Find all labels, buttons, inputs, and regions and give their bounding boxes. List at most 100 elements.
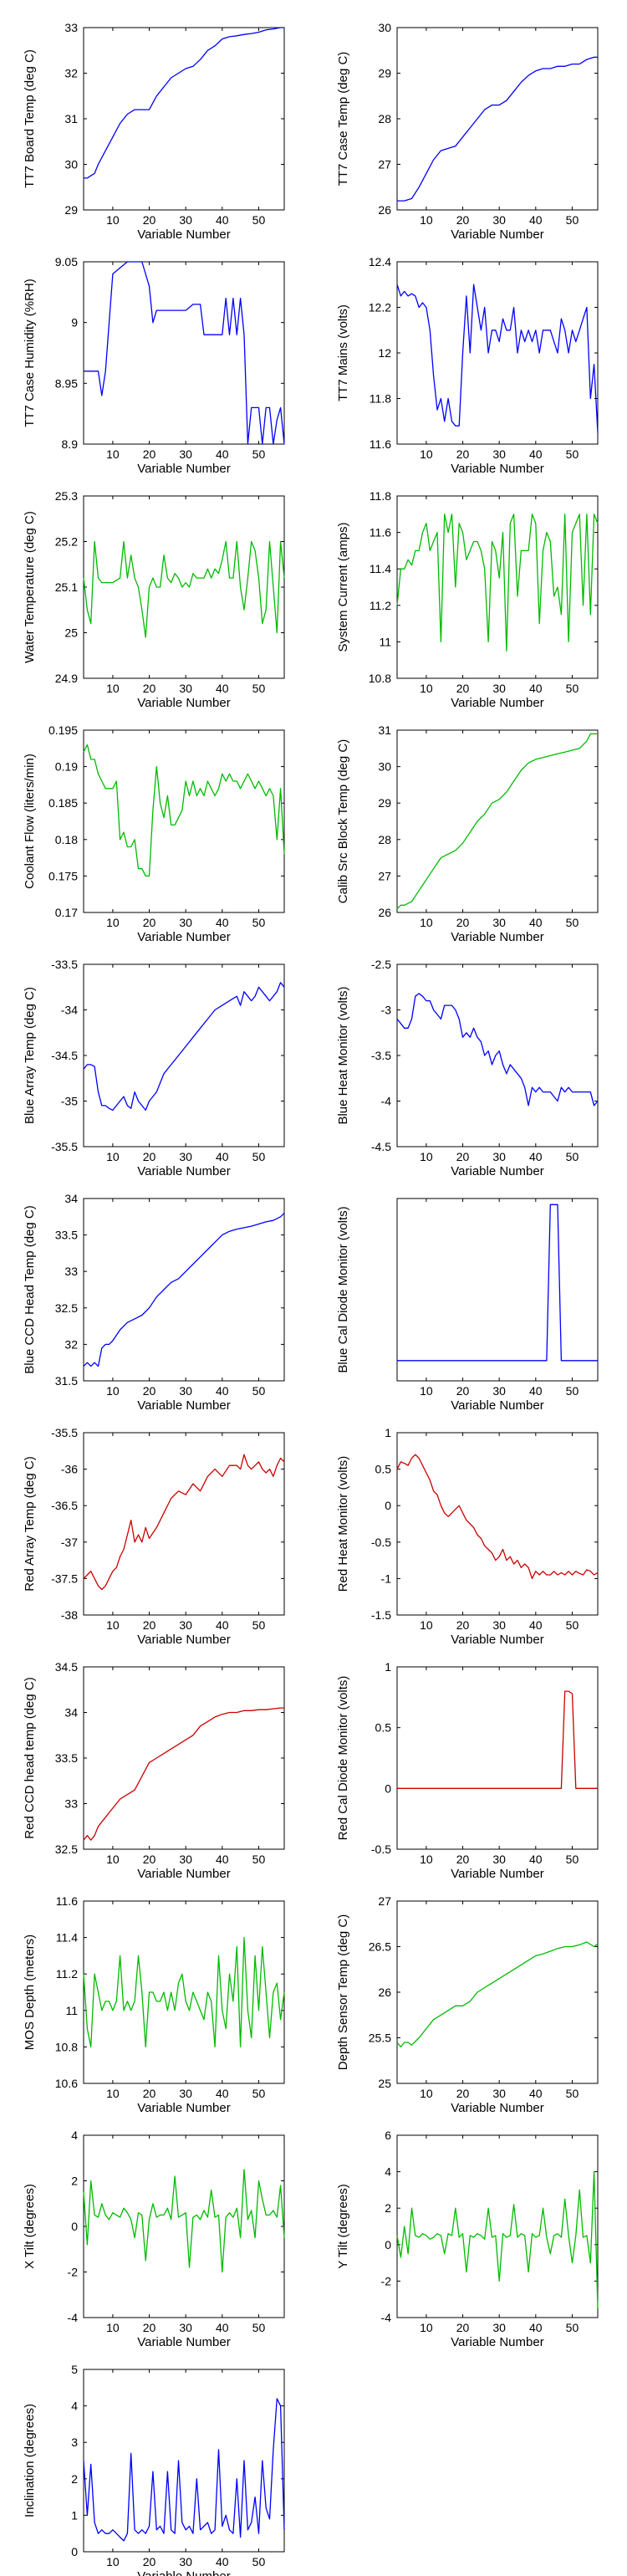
- plot-frame: [83, 2369, 285, 2553]
- plot-frame: [83, 27, 285, 211]
- x-tick-label: 20: [143, 916, 156, 929]
- x-axis-label: Variable Number: [137, 696, 230, 710]
- x-tick-label: 30: [492, 213, 506, 227]
- x-tick-label: 40: [529, 213, 543, 227]
- y-axis-label: Blue CCD Head Temp (deg C): [23, 1205, 37, 1373]
- plot-frame: [396, 2134, 599, 2318]
- chart-panel-7: 10 20 30 40 50 0.17 0.175 0.18 0.185 0.19 0.195 Var…: [0, 703, 314, 944]
- x-tick-label: 20: [456, 2087, 470, 2100]
- x-tick-label: 10: [106, 1618, 120, 1632]
- chart-svg: 10 20 30 40 50 -1.5 -1 -0.5 0 0.5 1 Variable Number…: [336, 1426, 599, 1647]
- x-tick-label: 40: [529, 447, 543, 461]
- x-tick-label: 40: [216, 1618, 229, 1632]
- chart-panel-9: 10 20 30 40 50 -35.5 -35 -34.5 -34 -33.5 Variable …: [0, 937, 314, 1178]
- x-tick-label: 50: [566, 447, 579, 461]
- chart-panel-19: 10 20 30 40 50 -4 -2 0 2 4 Variable Number X Tilt (…: [0, 2108, 314, 2349]
- y-tick-label: 0.18: [55, 833, 78, 846]
- x-tick-label: 50: [252, 2555, 266, 2568]
- plot-frame: [83, 729, 285, 913]
- x-tick-label: 20: [143, 447, 156, 461]
- chart-panel-3: 10 20 30 40 50 8.9 8.95 9 9.05 Variable Number TT7…: [0, 234, 314, 476]
- y-axis-label: Inclination (degrees): [23, 2404, 37, 2517]
- x-axis-label: Variable Number: [451, 1398, 543, 1413]
- series-line: [397, 1690, 598, 1789]
- y-tick-label: 11.4: [56, 1931, 78, 1945]
- y-tick-label: -35: [61, 1095, 78, 1108]
- x-tick-label: 10: [106, 916, 120, 929]
- x-tick-label: 10: [420, 213, 433, 227]
- x-tick-label: 40: [529, 916, 543, 929]
- y-tick-label: -36: [61, 1463, 78, 1476]
- y-axis-label: Red Heat Monitor (volts): [336, 1456, 350, 1592]
- y-tick-label: 0: [385, 2238, 391, 2251]
- x-tick-label: 50: [566, 2087, 579, 2100]
- x-tick-label: 10: [106, 447, 120, 461]
- y-tick-label: 33.5: [55, 1751, 78, 1765]
- y-tick-label: 10.8: [369, 672, 391, 685]
- y-tick-label: 28: [378, 112, 391, 125]
- x-tick-label: 10: [420, 2087, 433, 2100]
- y-tick-label: 32: [64, 67, 78, 80]
- x-tick-label: 40: [529, 1853, 543, 1866]
- series-line: [84, 27, 284, 179]
- y-tick-label: 9: [71, 316, 78, 330]
- x-axis-label: Variable Number: [137, 1398, 230, 1413]
- x-tick-label: 20: [456, 1853, 470, 1866]
- plot-frame: [396, 495, 599, 679]
- y-tick-label: 26: [378, 906, 391, 919]
- y-tick-label: 11.6: [56, 1894, 78, 1908]
- y-tick-label: 33: [64, 1797, 78, 1811]
- y-axis-label: Red Array Temp (deg C): [23, 1456, 37, 1591]
- series-line: [397, 56, 598, 202]
- plot-grid: 10 20 30 40 50 29 30 31 32 33 Variable Number TT7 B…: [0, 21, 627, 2576]
- y-tick-label: -35.5: [51, 1140, 78, 1153]
- y-tick-label: 11.8: [370, 392, 391, 406]
- y-tick-label: 32.5: [55, 1843, 78, 1856]
- series-line: [396, 1454, 599, 1580]
- x-tick-label: 10: [420, 682, 433, 695]
- y-tick-label: 25: [64, 626, 78, 640]
- x-axis-label: Variable Number: [451, 2335, 543, 2349]
- chart-svg: 10 20 30 40 50 0.17 0.175 0.18 0.185 0.19 0.195 Var…: [23, 723, 285, 944]
- y-tick-label: 2: [71, 2472, 78, 2486]
- y-tick-label: 9.05: [55, 255, 78, 268]
- x-tick-label: 30: [492, 2087, 506, 2100]
- plot-frame: [83, 495, 285, 679]
- x-tick-label: 50: [252, 916, 266, 929]
- x-tick-label: 30: [492, 916, 506, 929]
- chart-svg: 10 20 30 40 50 29 30 31 32 33 Variable Number TT7 B…: [23, 21, 285, 242]
- y-axis-label: Red Cal Diode Monitor (volts): [336, 1676, 350, 1841]
- y-tick-label: 32.5: [55, 1301, 78, 1315]
- x-tick-label: 40: [216, 2321, 229, 2334]
- chart-svg: 10 20 30 40 50 -4 -2 0 2 4 Variable Number X Tilt (…: [23, 2129, 285, 2349]
- y-tick-label: 4: [385, 2165, 391, 2179]
- x-tick-label: 30: [179, 1618, 192, 1632]
- x-tick-label: 50: [252, 213, 266, 227]
- y-axis-label: Blue Heat Monitor (volts): [336, 986, 350, 1124]
- x-tick-label: 20: [143, 682, 156, 695]
- y-tick-label: 32: [64, 1337, 78, 1351]
- y-tick-label: 12.4: [369, 255, 391, 268]
- y-axis-label: Y Tilt (degrees): [336, 2184, 350, 2268]
- chart-panel-21: 10 20 30 40 50 0 1 2 3 4 5 Variable Number Inclinati…: [0, 2342, 314, 2576]
- y-tick-label: -1: [381, 1572, 392, 1585]
- x-tick-label: 40: [529, 1150, 543, 1163]
- y-tick-label: 1: [385, 1426, 391, 1439]
- x-tick-label: 20: [456, 2321, 470, 2334]
- chart-svg: 10 20 30 40 50 10.8 11 11.2 11.4 11.6 11.8 Variable…: [336, 489, 599, 710]
- series-line: [83, 744, 285, 877]
- y-tick-label: -2: [381, 2274, 392, 2287]
- x-axis-label: Variable Number: [137, 930, 230, 944]
- x-tick-label: 20: [456, 1384, 470, 1398]
- plot-frame: [396, 1198, 599, 1382]
- x-axis-label: Variable Number: [451, 227, 543, 242]
- x-tick-label: 30: [179, 916, 192, 929]
- chart-panel-4: 10 20 30 40 50 11.6 11.8 12 12.2 12.4 Variable Num…: [314, 234, 627, 476]
- y-tick-label: 28: [378, 833, 391, 846]
- chart-svg: 10 20 30 40 50 Variable Number Blue Cal Diode …: [336, 1198, 599, 1413]
- y-tick-label: 25.3: [55, 489, 78, 503]
- x-tick-label: 30: [179, 682, 192, 695]
- series-line: [397, 1204, 598, 1362]
- series-line: [84, 261, 285, 445]
- y-tick-label: 11.2: [370, 599, 391, 612]
